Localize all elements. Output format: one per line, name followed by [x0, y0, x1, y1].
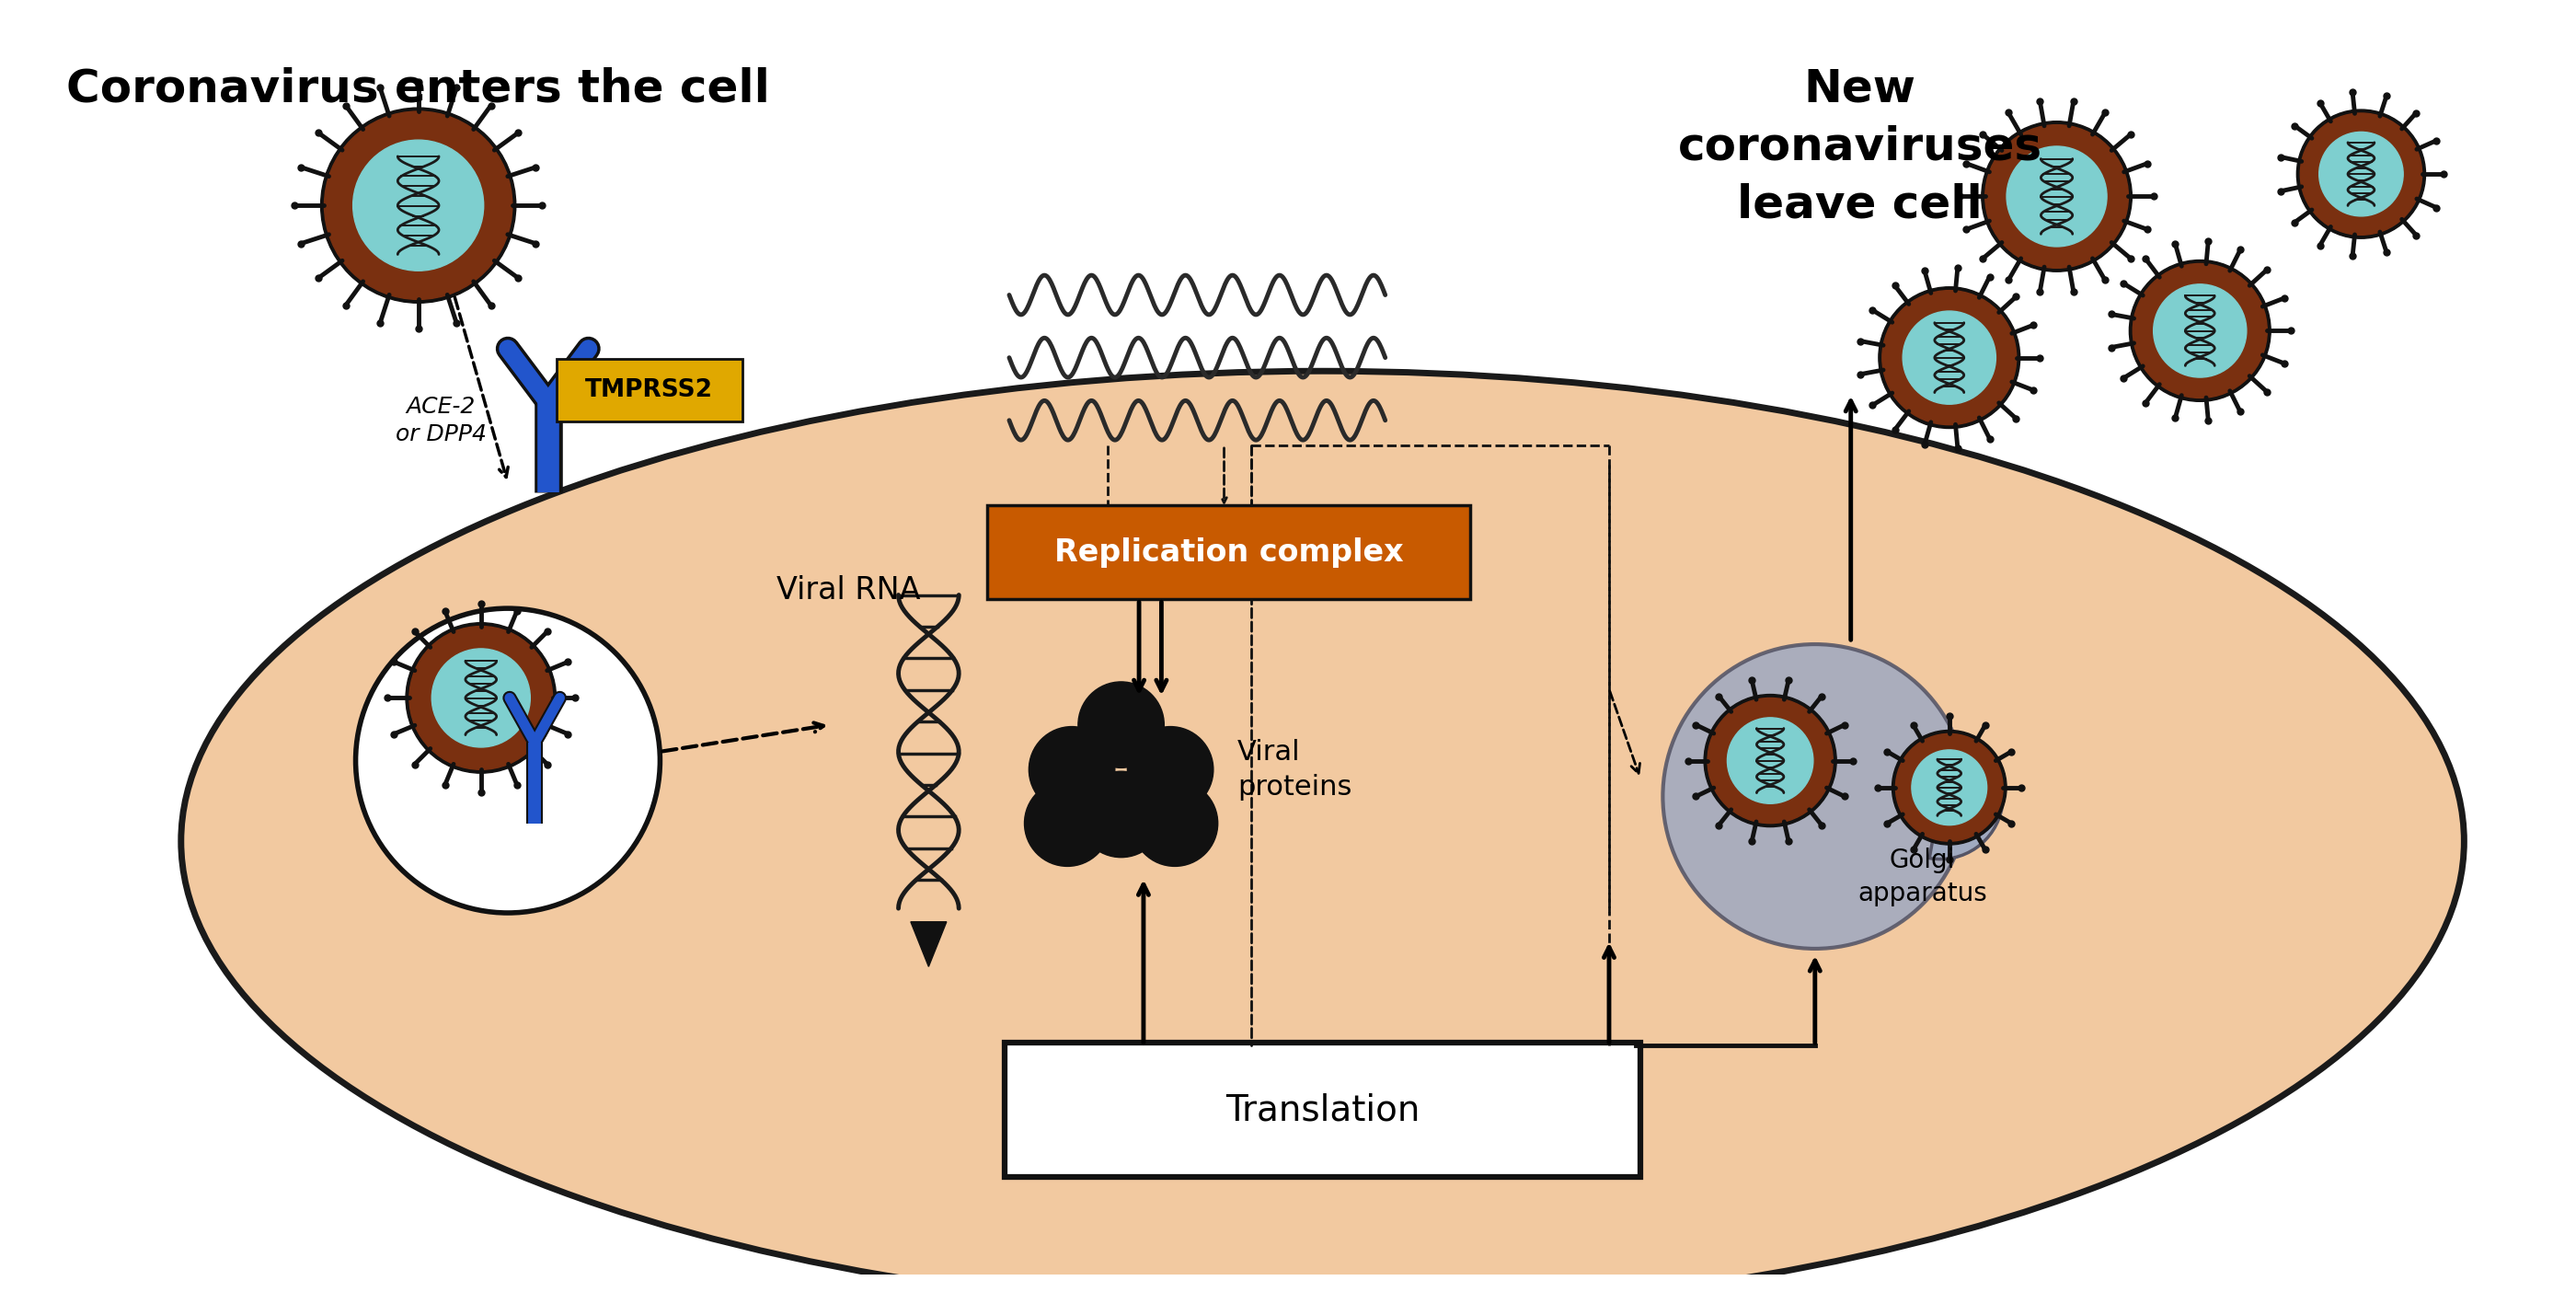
Circle shape [1891, 730, 2007, 845]
Circle shape [2154, 284, 2246, 377]
Circle shape [1131, 780, 1218, 867]
Text: Golgi
apparatus: Golgi apparatus [1857, 848, 1986, 907]
Ellipse shape [180, 371, 2465, 1292]
Circle shape [1028, 726, 1115, 813]
Circle shape [410, 627, 554, 770]
Circle shape [2133, 264, 2267, 398]
Circle shape [1662, 645, 1968, 948]
Circle shape [2130, 260, 2269, 402]
Circle shape [1025, 780, 1110, 867]
Circle shape [1904, 311, 1996, 404]
Text: TMPRSS2: TMPRSS2 [585, 379, 714, 402]
Circle shape [325, 111, 513, 300]
Text: Viral
proteins: Viral proteins [1236, 739, 1352, 801]
Circle shape [353, 140, 484, 271]
Text: Replication complex: Replication complex [1054, 537, 1404, 567]
Circle shape [1911, 749, 1986, 826]
Circle shape [1883, 291, 2017, 425]
Circle shape [407, 623, 556, 773]
FancyBboxPatch shape [556, 359, 742, 421]
Circle shape [1703, 694, 1837, 827]
Circle shape [2300, 114, 2421, 235]
Circle shape [1079, 771, 1164, 858]
Circle shape [433, 649, 531, 747]
Circle shape [1981, 121, 2133, 271]
Circle shape [1878, 287, 2020, 429]
Circle shape [355, 609, 659, 913]
Circle shape [1079, 682, 1164, 767]
Circle shape [319, 107, 515, 304]
Circle shape [1728, 717, 1814, 804]
Circle shape [1708, 698, 1834, 823]
FancyBboxPatch shape [987, 505, 1471, 599]
Wedge shape [1929, 735, 2004, 859]
Circle shape [2298, 110, 2427, 239]
Circle shape [1128, 726, 1213, 813]
Text: New
coronaviruses
leave cell: New coronaviruses leave cell [1677, 67, 2043, 227]
Text: Coronavirus enters the cell: Coronavirus enters the cell [67, 67, 770, 111]
Polygon shape [912, 921, 945, 966]
Circle shape [2007, 146, 2107, 247]
FancyBboxPatch shape [1005, 1043, 1641, 1177]
Circle shape [2318, 132, 2403, 216]
Text: ACE-2
or DPP4: ACE-2 or DPP4 [394, 395, 487, 444]
Text: Viral RNA: Viral RNA [775, 575, 920, 606]
Circle shape [1896, 734, 2004, 841]
Circle shape [1986, 125, 2128, 267]
Text: Translation: Translation [1226, 1093, 1419, 1128]
